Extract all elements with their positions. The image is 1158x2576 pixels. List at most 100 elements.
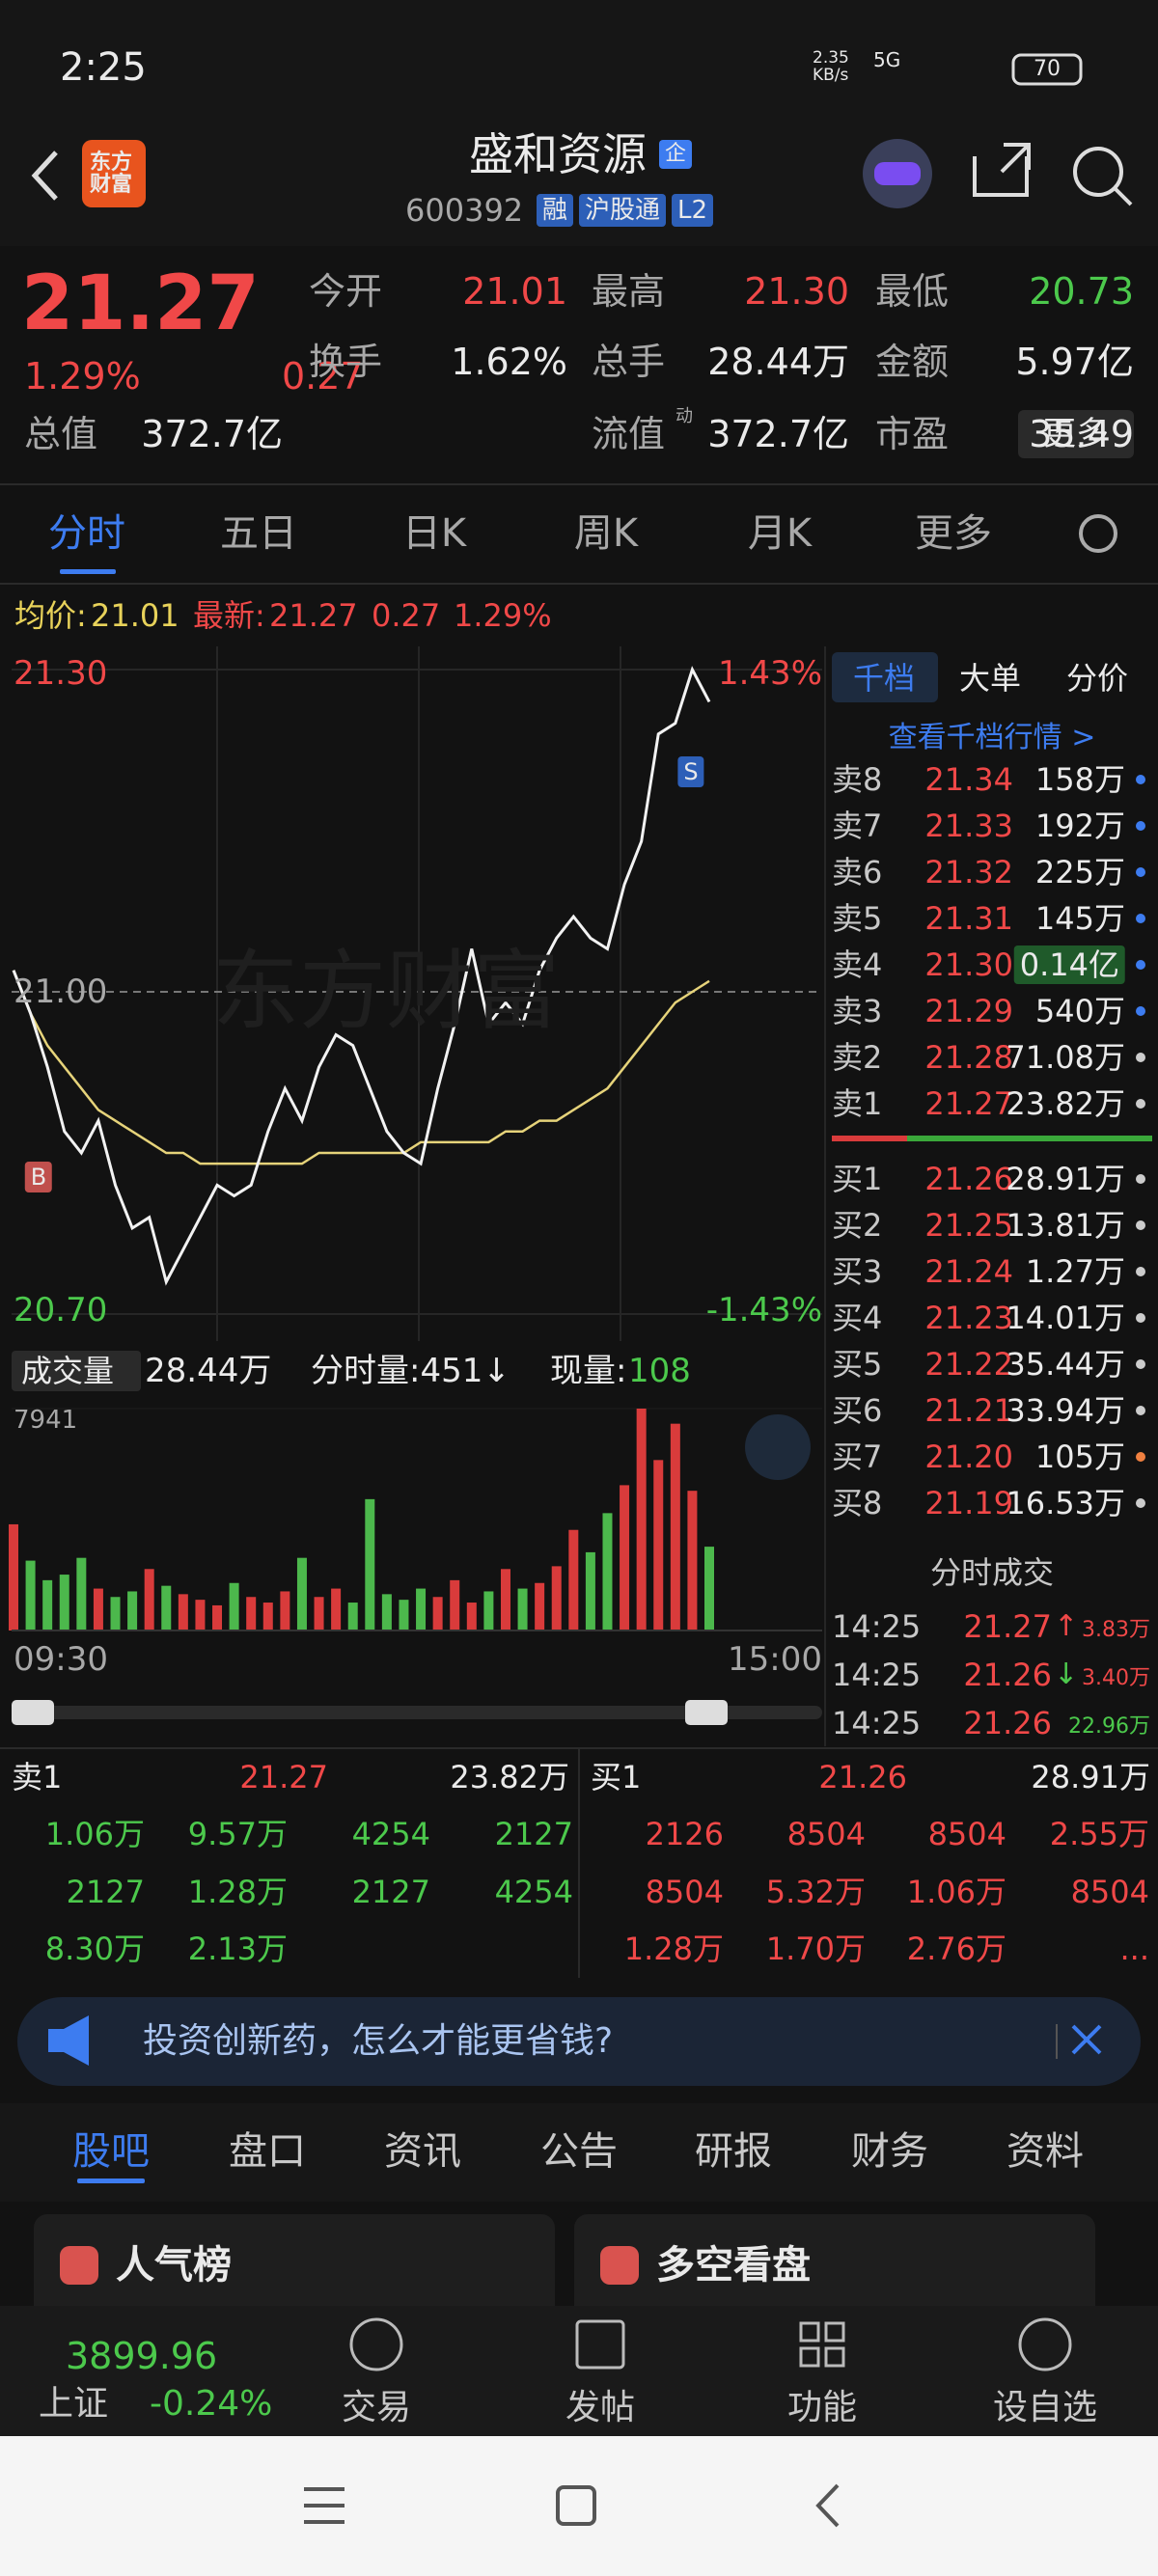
ask-queue: 4254	[494, 1874, 573, 1910]
book-volume: 225万	[1034, 854, 1125, 891]
back-icon[interactable]	[31, 151, 58, 201]
volume-bar	[466, 1603, 477, 1631]
book-price: 21.34	[924, 761, 1013, 798]
card-title[interactable]: 人气榜	[116, 2243, 232, 2288]
trade-time: 14:25	[832, 1608, 922, 1645]
trade-price: 21.26	[963, 1657, 1052, 1693]
book-price: 21.25	[924, 1207, 1013, 1244]
share-icon[interactable]	[973, 143, 1031, 197]
volume-label[interactable]: 成交量	[21, 1353, 115, 1389]
volume-bar	[450, 1579, 460, 1631]
minute-volume: 分时量:451↓	[311, 1352, 510, 1390]
section-tab[interactable]: 资料	[1006, 2129, 1084, 2174]
volume-total: 28.44万	[145, 1352, 272, 1390]
volume-bar	[500, 1569, 510, 1631]
field-label: 换手	[309, 341, 383, 383]
home-button[interactable]	[556, 2485, 596, 2526]
volume-bar	[93, 1588, 103, 1631]
back-button[interactable]	[815, 2483, 840, 2528]
volume-bar	[212, 1604, 223, 1631]
volume-bar	[25, 1560, 36, 1631]
time-slider[interactable]	[12, 1706, 822, 1719]
chart-tab[interactable]: 周K	[573, 511, 639, 556]
volume-bar	[636, 1409, 647, 1631]
field-value: 1.62%	[451, 341, 567, 383]
level-side: 卖1	[12, 1759, 63, 1795]
bid-queue: 1.28万	[623, 1931, 724, 1967]
book-price: 21.24	[924, 1253, 1013, 1290]
book-price: 21.27	[924, 1085, 1013, 1122]
field-value: 35.49	[1029, 413, 1134, 455]
field-value: 20.73	[1029, 270, 1134, 313]
field-label: 今开	[309, 270, 383, 313]
level-price: 21.26	[818, 1759, 907, 1795]
ask-queue: 2127	[351, 1874, 430, 1910]
book-level: 买7	[832, 1439, 883, 1475]
more-button[interactable]	[1018, 410, 1134, 458]
trade-time: 14:25	[832, 1705, 922, 1741]
pct-label: -1.43%	[705, 1291, 822, 1329]
book-tab[interactable]: 大单	[958, 660, 1022, 697]
book-level: 买6	[832, 1392, 883, 1429]
field-value: 21.01	[462, 270, 567, 313]
badge: 企	[658, 140, 693, 169]
index-value: 3899.96	[66, 2335, 218, 2377]
volume-bar	[127, 1591, 138, 1631]
nav-item[interactable]: 功能	[786, 2388, 858, 2427]
section-tab[interactable]: 研报	[695, 2129, 772, 2174]
volume-bar	[296, 1557, 307, 1631]
book-level: 买1	[832, 1161, 883, 1197]
book-dot	[1136, 1053, 1145, 1062]
book-level: 买8	[832, 1485, 883, 1521]
volume-selector[interactable]	[12, 1351, 141, 1391]
trade-time: 14:25	[832, 1657, 922, 1693]
pct-label: 1.43%	[717, 654, 822, 693]
chart-tab[interactable]: 日K	[401, 511, 467, 556]
close-icon[interactable]	[1071, 2024, 1102, 2055]
volume-bar	[9, 1523, 18, 1631]
book-price: 21.26	[924, 1161, 1013, 1197]
book-dot	[1136, 1452, 1145, 1462]
info-avg-label: 均价:	[14, 597, 87, 634]
clock: 2:25	[60, 45, 147, 90]
section-tab[interactable]: 股吧	[72, 2129, 150, 2174]
book-tab[interactable]: 千档	[852, 660, 916, 697]
book-tab[interactable]: 分价	[1065, 660, 1129, 697]
chart-tab[interactable]: 月K	[747, 511, 813, 556]
card-title[interactable]: 多空看盘	[656, 2243, 811, 2288]
buy-marker: B	[24, 1162, 53, 1192]
chart-tab[interactable]: 更多	[915, 511, 992, 556]
change-pct: 1.29%	[24, 355, 141, 397]
book-dot	[1136, 1406, 1145, 1415]
chart-tab[interactable]: 五日	[220, 511, 297, 556]
section-tab[interactable]: 资讯	[384, 2129, 461, 2174]
section-tab[interactable]: 公告	[540, 2129, 618, 2174]
ask-queue: 2127	[66, 1874, 145, 1910]
section-tab[interactable]: 财务	[851, 2129, 928, 2174]
volume-bar	[144, 1569, 154, 1631]
nav-item[interactable]: 发帖	[565, 2388, 636, 2427]
section-tab[interactable]: 盘口	[229, 2129, 306, 2174]
ask-queue: 8.30万	[44, 1931, 145, 1967]
book-level: 卖6	[832, 854, 883, 891]
field-label: 市盈	[875, 413, 950, 455]
volume-bar	[42, 1579, 53, 1631]
more-button[interactable]: 更多	[1043, 415, 1109, 453]
settings-icon[interactable]	[1079, 514, 1117, 553]
volume-bar	[687, 1491, 698, 1631]
nav-item[interactable]: 设自选	[992, 2388, 1098, 2427]
search-icon[interactable]	[1073, 147, 1123, 197]
volume-bar	[178, 1594, 188, 1631]
book-tab-active[interactable]	[832, 652, 938, 702]
banner[interactable]	[17, 1997, 1141, 2086]
book-price: 21.29	[924, 993, 1013, 1029]
nav-item[interactable]: 交易	[341, 2388, 412, 2427]
bid-queue: 8504	[645, 1874, 724, 1910]
chart-tab[interactable]: 分时	[48, 511, 125, 556]
book-volume: 145万	[1034, 900, 1125, 937]
banner-text[interactable]: 投资创新药，怎么才能更省钱?	[143, 2021, 614, 2061]
book-dot	[1136, 867, 1145, 877]
book-link[interactable]: 查看千档行情 >	[888, 721, 1096, 754]
field-value: 372.7亿	[141, 413, 283, 455]
expand-icon[interactable]	[745, 1414, 811, 1480]
